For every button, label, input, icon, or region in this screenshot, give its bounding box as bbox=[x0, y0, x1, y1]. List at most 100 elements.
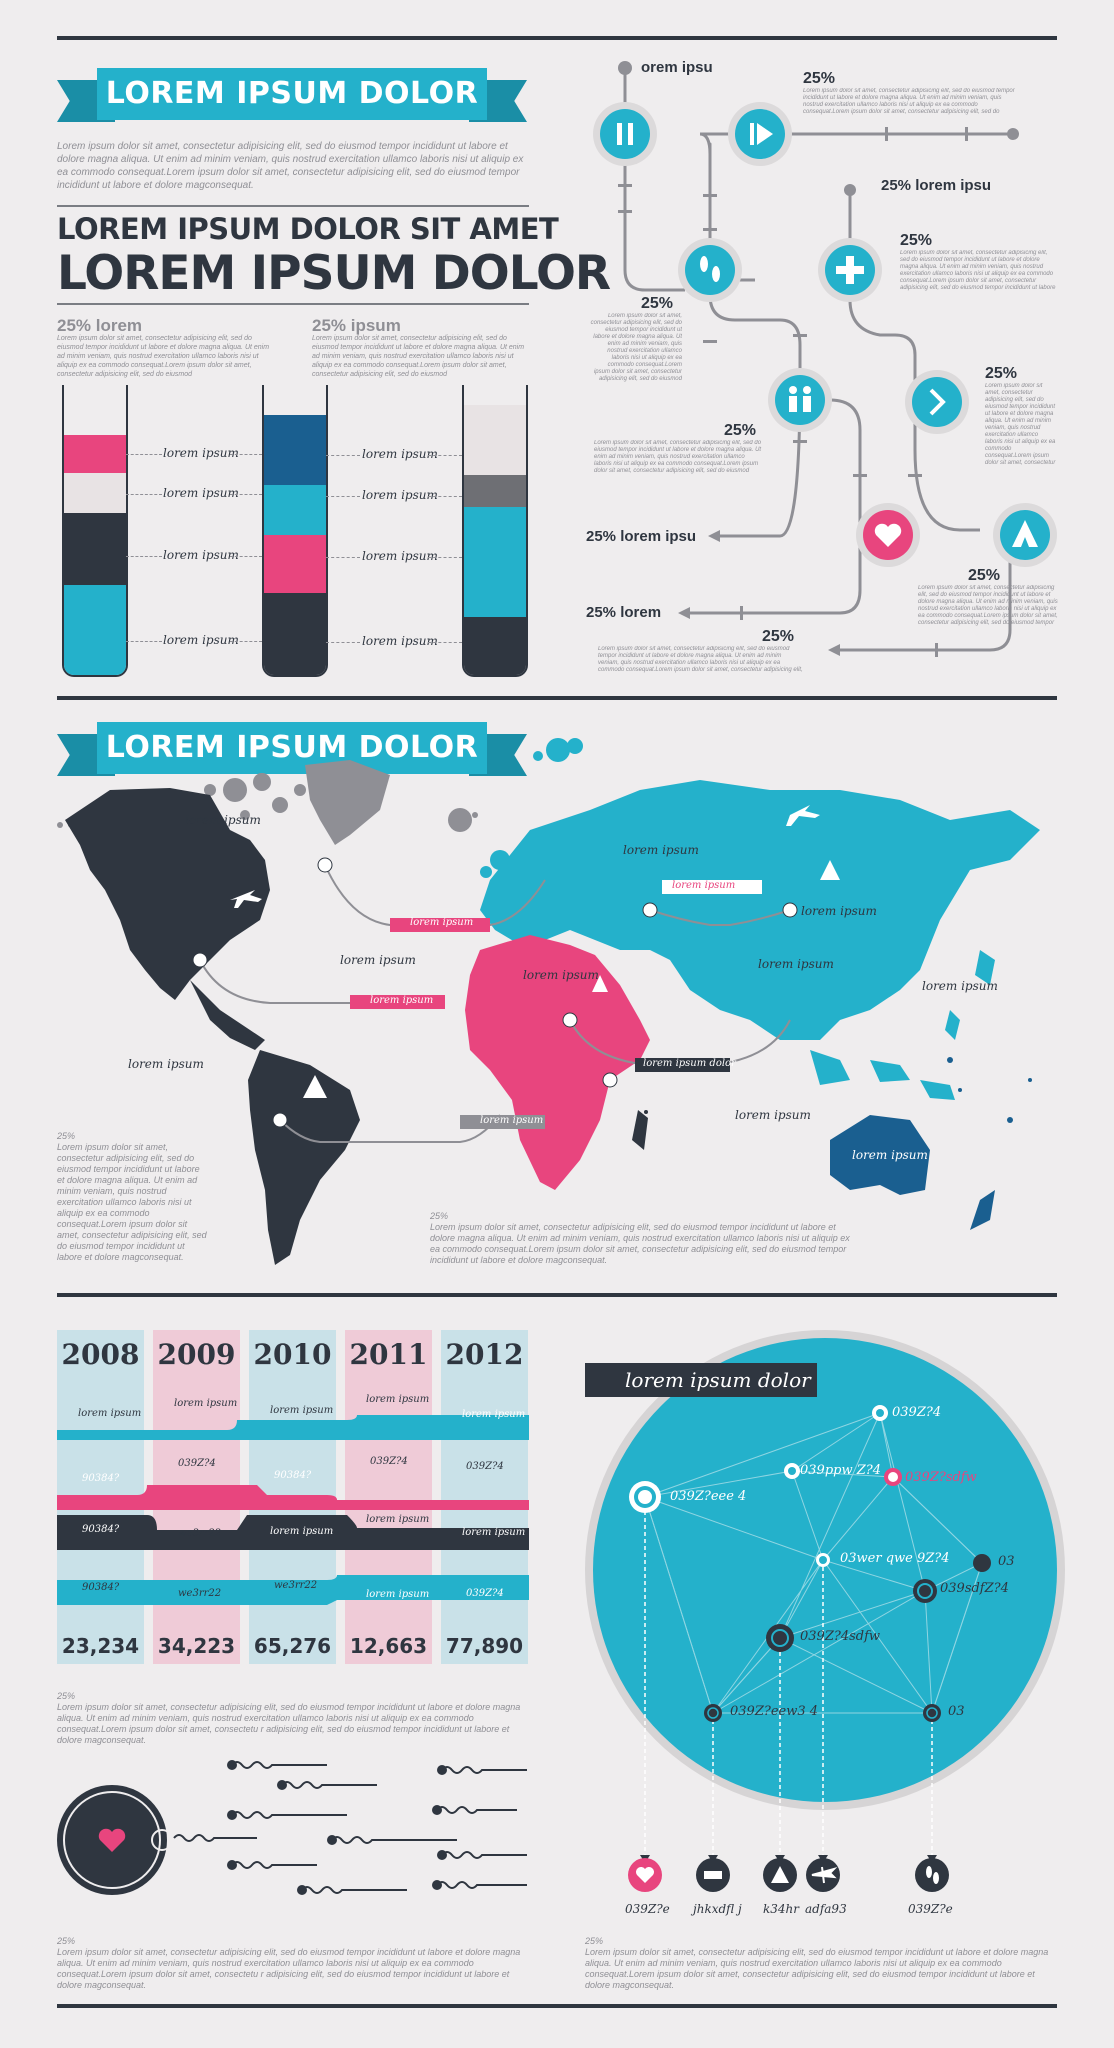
page-title-line1: LOREM IPSUM DOLOR SIT AMET bbox=[57, 212, 559, 246]
flow-pct: 25% bbox=[968, 567, 1001, 584]
network-text: Lorem ipsum dolor sit amet, consectetur … bbox=[585, 1947, 1049, 1990]
tube-dash bbox=[230, 641, 262, 642]
tube-dash bbox=[428, 455, 462, 456]
tube-dash bbox=[126, 556, 162, 557]
map-pill-label: lorem ipsum bbox=[672, 880, 736, 891]
flow-pct: 25% bbox=[724, 422, 757, 439]
band-label: lorem ipsum bbox=[366, 1589, 430, 1600]
network-node-label: 039Z?sdfw bbox=[905, 1470, 977, 1485]
tube-dash bbox=[428, 496, 462, 497]
map-pct: 25% bbox=[57, 1131, 76, 1141]
tube-dash bbox=[326, 496, 360, 497]
bottom-rule bbox=[57, 2004, 1057, 2008]
network-icon-label: 039Z?e bbox=[908, 1902, 953, 1916]
tube-dash bbox=[326, 557, 360, 558]
flow-pct: 25% bbox=[985, 365, 1018, 382]
flow-text: Lorem ipsum dolor sit amet, consectetur … bbox=[985, 383, 1056, 466]
band-label: lorem ipsum bbox=[462, 1527, 526, 1538]
flow-label-right: 25% lorem ipsu bbox=[881, 177, 992, 194]
timeline-bands bbox=[57, 1415, 529, 1605]
tube-dash bbox=[230, 454, 262, 455]
network-node-label: 039sdfZ?4 bbox=[940, 1581, 1009, 1596]
network-node-label: 039Z?4 bbox=[892, 1405, 942, 1420]
stat-title-1: 25% lorem bbox=[57, 316, 143, 335]
north-america bbox=[65, 788, 270, 1000]
tube-dash bbox=[126, 454, 162, 455]
africa bbox=[465, 935, 650, 1190]
map-pill-label: lorem ipsum bbox=[370, 995, 434, 1006]
band-code: 90384? bbox=[82, 1524, 120, 1535]
year-label: 2011 bbox=[349, 1338, 428, 1371]
ribbon-banner: LOREM IPSUM DOLOR bbox=[57, 64, 527, 124]
band-code: 039Z?4 bbox=[178, 1458, 216, 1469]
map-label: lorem ipsum bbox=[801, 904, 877, 918]
section-rule-1 bbox=[57, 696, 1057, 700]
timeline-pct: 25% bbox=[57, 1691, 76, 1701]
timeline-text: Lorem ipsum dolor sit amet, consectetur … bbox=[57, 1702, 521, 1745]
map-label: lorem ipsum bbox=[185, 813, 261, 827]
year-total: 23,234 bbox=[61, 1634, 140, 1658]
band-code: 039Z?4 bbox=[466, 1588, 504, 1599]
year-column bbox=[345, 1330, 432, 1664]
map-pct: 25% bbox=[430, 1211, 449, 1221]
band-code: we3rr22 bbox=[178, 1528, 222, 1539]
network-node-label: 03 bbox=[998, 1554, 1015, 1569]
tube-label: lorem ipsum bbox=[163, 446, 239, 460]
flow-text: Lorem ipsum dolor sit amet, consectetur … bbox=[590, 313, 682, 382]
test-tube-3 bbox=[462, 385, 528, 677]
flow-out-1: 25% lorem ipsu bbox=[586, 528, 697, 545]
year-total: 12,663 bbox=[349, 1634, 428, 1658]
test-tube-2 bbox=[262, 385, 328, 677]
band-label: lorem ipsum bbox=[174, 1398, 238, 1409]
bottom-pct: 25% bbox=[57, 1936, 76, 1946]
tube-dash bbox=[126, 494, 162, 495]
map-pill-label: lorem ipsum bbox=[480, 1115, 544, 1126]
map-label: lorem ipsum bbox=[758, 957, 834, 971]
network-icon-label: jhkxdfl j bbox=[693, 1902, 742, 1916]
test-tube-1 bbox=[62, 385, 128, 677]
band-label: lorem ipsum bbox=[462, 1409, 526, 1420]
ribbon-title: LOREM IPSUM DOLOR bbox=[97, 68, 487, 120]
band-label: lorem ipsum bbox=[270, 1405, 334, 1416]
stat-text-2: Lorem ipsum dolor sit amet, consectetur … bbox=[312, 335, 525, 378]
year-total: 77,890 bbox=[445, 1634, 524, 1658]
band-code: 90384? bbox=[82, 1582, 120, 1593]
tube-dash bbox=[428, 557, 462, 558]
network-title-bar bbox=[585, 1363, 817, 1397]
band-code: we3rr22 bbox=[274, 1580, 318, 1591]
year-total: 65,276 bbox=[253, 1634, 332, 1658]
map-ribbon-title: LOREM IPSUM DOLOR bbox=[97, 722, 487, 774]
map-bottom-text: Lorem ipsum dolor sit amet, consectetur … bbox=[430, 1222, 850, 1265]
section-rule-2 bbox=[57, 1293, 1057, 1297]
map-label: lorem ipsum bbox=[852, 1148, 928, 1162]
band-code: 90384? bbox=[82, 1473, 120, 1484]
heading-rule-top bbox=[57, 205, 529, 207]
map-pill-dark-label: lorem ipsum dolor bbox=[643, 1058, 736, 1069]
flow-pct: 25% bbox=[803, 70, 836, 87]
map-label: lorem ipsum bbox=[340, 953, 416, 967]
flow-start-label: orem ipsu bbox=[641, 59, 713, 76]
band-label: lorem ipsum bbox=[366, 1514, 430, 1525]
network-node-label: 03wer qwe 9Z?4 bbox=[840, 1551, 950, 1566]
flow-text: Lorem ipsum dolor sit amet, consectetur … bbox=[598, 646, 803, 673]
map-pill-label: lorem ipsum bbox=[410, 917, 474, 928]
band-code: 039Z?4 bbox=[466, 1461, 504, 1472]
tube-dash bbox=[428, 642, 462, 643]
flow-pct: 25% bbox=[641, 295, 674, 312]
flow-text: Lorem ipsum dolor sit amet, consectetur … bbox=[900, 250, 1056, 291]
map-label: lorem ipsum bbox=[623, 843, 699, 857]
map-label: lorem ipsum bbox=[922, 979, 998, 993]
network-node-label: 039ppw Z?4 bbox=[800, 1463, 881, 1478]
band-label: lorem ipsum bbox=[366, 1394, 430, 1405]
flow-pct: 25% bbox=[762, 628, 795, 645]
world-map bbox=[57, 738, 1040, 1265]
map-label: lorem ipsum bbox=[128, 1057, 204, 1071]
tube-dash bbox=[326, 455, 360, 456]
year-column bbox=[441, 1330, 528, 1664]
tube-dash bbox=[230, 556, 262, 557]
flow-out-2: 25% lorem bbox=[586, 604, 662, 621]
map-label: lorem ipsum bbox=[523, 968, 599, 982]
map-left-text: Lorem ipsum dolor sit amet, consectetur … bbox=[57, 1142, 207, 1262]
band-label: lorem ipsum bbox=[270, 1526, 334, 1537]
year-label: 2008 bbox=[61, 1338, 140, 1371]
